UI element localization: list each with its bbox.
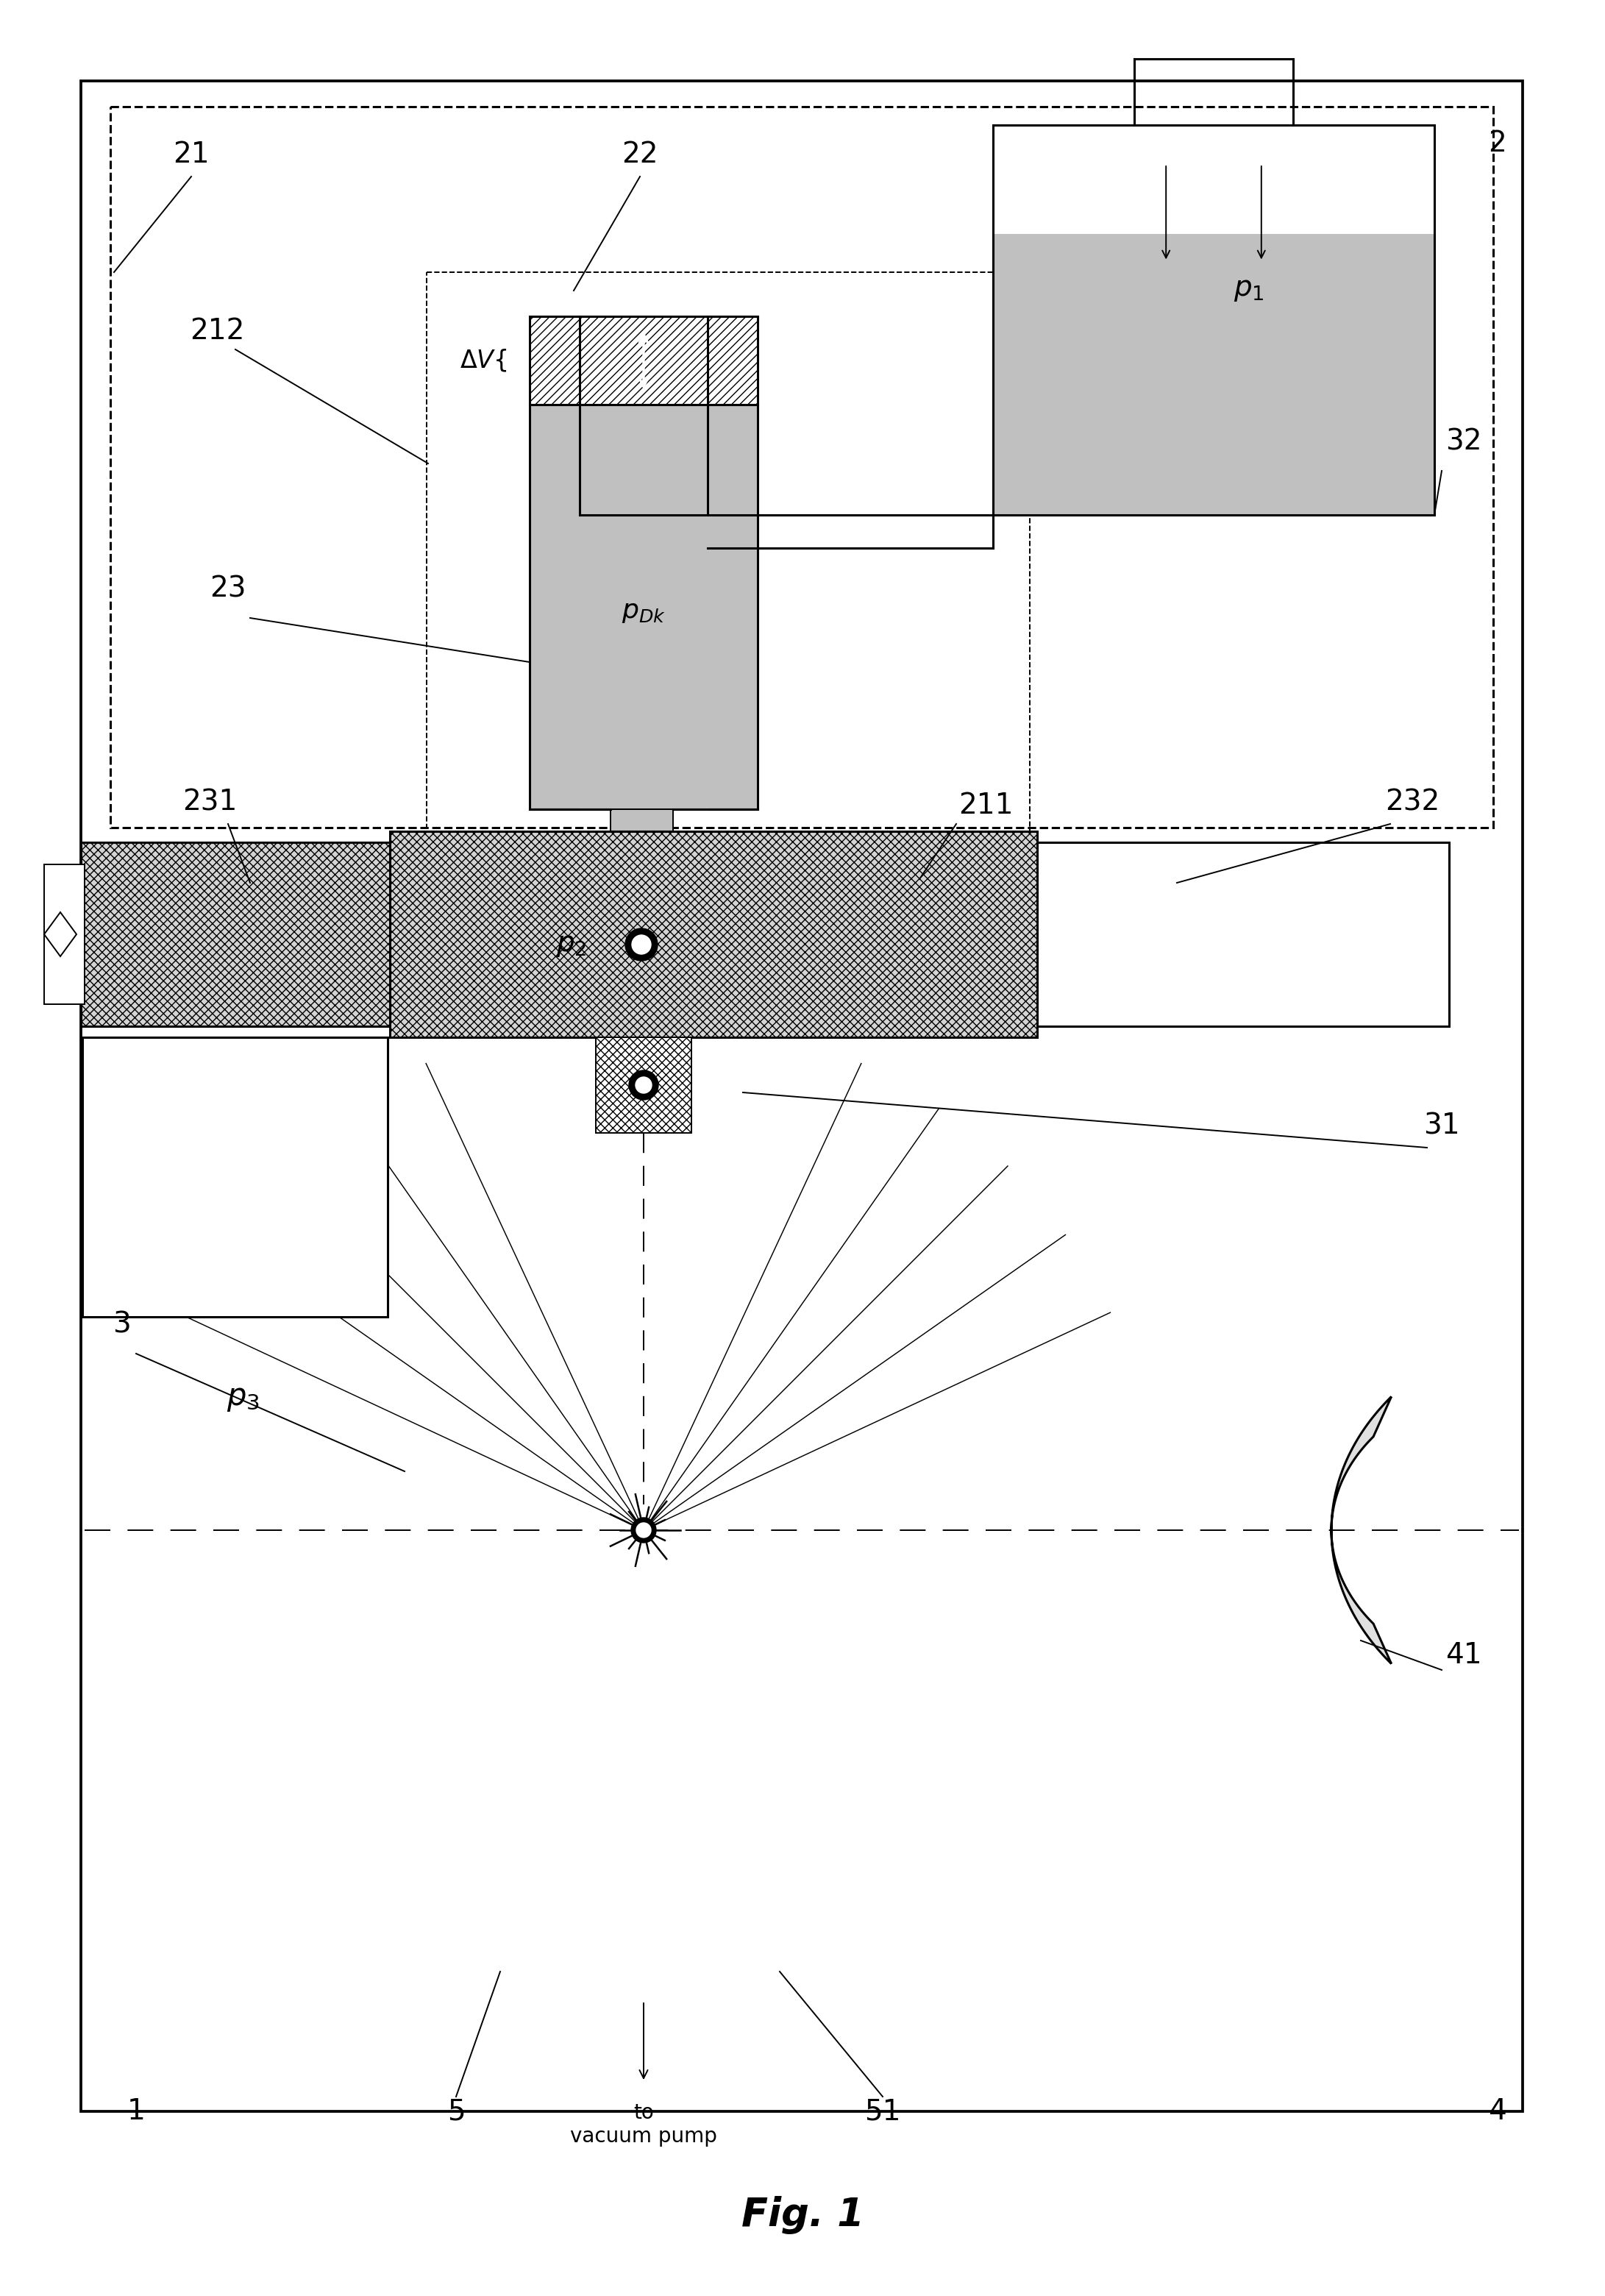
- Text: 5: 5: [448, 2096, 465, 2126]
- Circle shape: [626, 928, 658, 960]
- Text: $p_{Dk}$: $p_{Dk}$: [621, 599, 666, 625]
- Bar: [595, 1038, 692, 1132]
- Bar: [993, 124, 1435, 514]
- Bar: [111, 106, 1493, 827]
- Text: 1: 1: [127, 2096, 144, 2126]
- Circle shape: [636, 1077, 652, 1093]
- Bar: [530, 404, 758, 808]
- Bar: [82, 1038, 388, 1318]
- Text: 211: 211: [958, 792, 1013, 820]
- Text: $\Delta V\{$: $\Delta V\{$: [461, 347, 507, 374]
- Bar: [993, 234, 1435, 514]
- Circle shape: [636, 1522, 652, 1538]
- Text: 3: 3: [112, 1311, 130, 1339]
- Text: 232: 232: [1385, 788, 1440, 815]
- Text: to
vacuum pump: to vacuum pump: [570, 2103, 717, 2147]
- Text: 31: 31: [1424, 1111, 1461, 1139]
- Bar: [610, 808, 672, 1038]
- Bar: [43, 863, 85, 1003]
- Text: 41: 41: [1446, 1642, 1481, 1669]
- Text: 4: 4: [1488, 2096, 1505, 2126]
- Bar: [1037, 843, 1449, 1026]
- Text: $p_2$: $p_2$: [555, 930, 586, 957]
- Text: 21: 21: [173, 140, 210, 168]
- Polygon shape: [43, 912, 77, 957]
- Bar: [530, 317, 758, 404]
- Polygon shape: [1332, 1396, 1392, 1665]
- Text: $p_1$: $p_1$: [1234, 276, 1265, 303]
- Bar: [80, 843, 390, 1026]
- Text: 2: 2: [1488, 129, 1505, 158]
- Text: $p_3$: $p_3$: [226, 1382, 260, 1414]
- Bar: [390, 831, 1037, 1038]
- Circle shape: [631, 1518, 656, 1543]
- Circle shape: [629, 1070, 658, 1100]
- Text: 23: 23: [210, 574, 246, 602]
- Text: 51: 51: [865, 2096, 900, 2126]
- Text: 212: 212: [189, 317, 244, 344]
- Circle shape: [632, 934, 652, 955]
- Bar: [427, 273, 1030, 854]
- Text: 32: 32: [1446, 427, 1481, 455]
- Text: 231: 231: [183, 788, 238, 815]
- Text: 22: 22: [621, 140, 658, 168]
- Text: Fig. 1: Fig. 1: [742, 2195, 863, 2234]
- Bar: [80, 80, 1523, 2112]
- Bar: [993, 124, 1435, 234]
